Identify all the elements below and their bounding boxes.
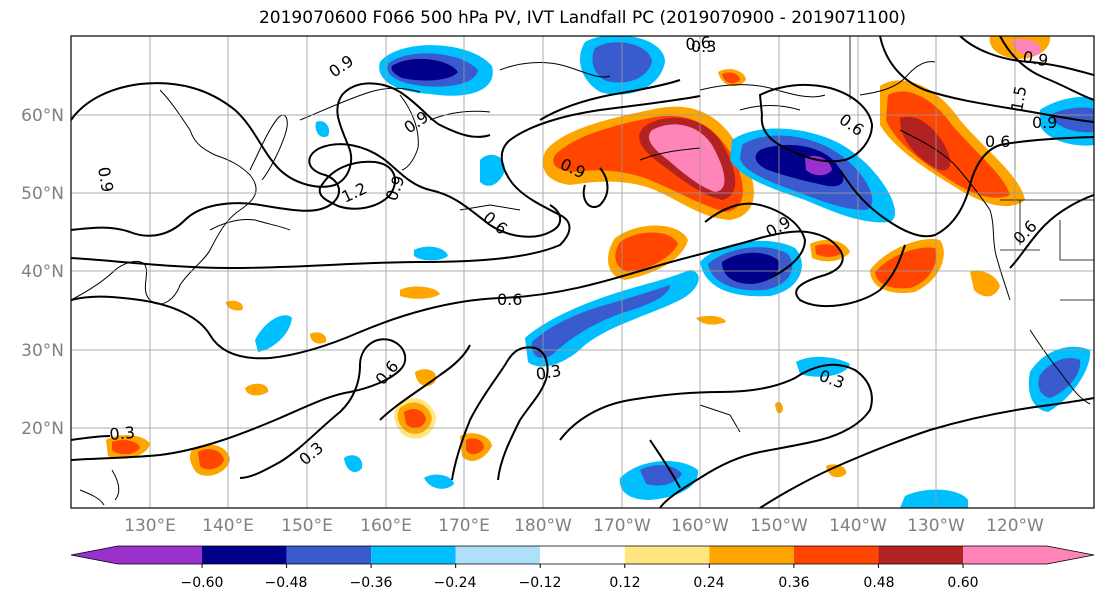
- contour-label: 0.3: [109, 423, 136, 444]
- colorbar-tick-label: −0.36: [350, 575, 393, 591]
- colorbar-tick-label: −0.60: [181, 575, 224, 591]
- lon-label: 130°W: [907, 516, 965, 536]
- lat-label: 30°N: [21, 341, 64, 361]
- ivt-contours: [71, 36, 1094, 508]
- contour-label: 0.6: [685, 33, 712, 54]
- lon-label: 150°E: [281, 516, 333, 536]
- contour-label: 0.9: [1032, 113, 1057, 132]
- colorbar-segment: [963, 546, 1094, 564]
- contour-label: 0.9: [1021, 47, 1049, 70]
- colorbar-tick-label: 0.24: [693, 575, 724, 591]
- longitude-labels: 130°E 140°E 150°E 160°E 170°E 180°W 170°…: [124, 516, 1044, 536]
- lon-label: 160°E: [360, 516, 412, 536]
- colorbar-segment: [202, 546, 287, 564]
- lon-label: 150°W: [750, 516, 808, 536]
- colorbar-segment: [540, 546, 625, 564]
- lat-label: 40°N: [21, 262, 64, 282]
- colorbar-tick-label: 0.60: [947, 575, 978, 591]
- lon-label: 120°W: [986, 516, 1044, 536]
- contour-label: 0.6: [985, 132, 1010, 151]
- contour-label: 1.5: [1007, 84, 1030, 112]
- lon-label: 130°E: [124, 516, 176, 536]
- contour-label: 0.3: [691, 37, 716, 56]
- plot-frame: [70, 35, 1095, 509]
- colorbar-outline: [70, 545, 1095, 565]
- colorbar-tick-label: 0.12: [609, 575, 640, 591]
- colorbar-tick-labels: −0.60 −0.48 −0.36 −0.24 −0.12 0.12 0.24 …: [181, 575, 979, 591]
- colorbar-segment: [878, 546, 963, 564]
- colorbar-segment: [286, 546, 372, 564]
- lat-label: 50°N: [21, 184, 64, 204]
- contour-label: 0.9: [94, 165, 117, 193]
- colorbar-segment: [455, 546, 541, 564]
- colorbar-segment: [71, 546, 202, 564]
- colorbar-segment: [371, 546, 456, 564]
- colorbar-segment: [709, 546, 794, 564]
- lon-label: 140°W: [829, 516, 887, 536]
- lon-label: 140°E: [202, 516, 254, 536]
- lon-label: 170°E: [438, 516, 490, 536]
- colorbar-segment: [793, 546, 879, 564]
- lon-label: 180°W: [514, 516, 572, 536]
- colorbar-tick-label: 0.36: [778, 575, 809, 591]
- lon-label: 160°W: [671, 516, 729, 536]
- lat-label: 60°N: [21, 106, 64, 126]
- colorbar: [70, 545, 1095, 568]
- coastlines: [71, 61, 1091, 506]
- pv-anomaly-shading: [106, 36, 1094, 508]
- colorbar-tick-label: −0.12: [519, 575, 562, 591]
- contour-label: 0.3: [534, 361, 562, 384]
- political-borders: [849, 36, 1094, 301]
- colorbar-tick-label: −0.48: [265, 575, 308, 591]
- colorbar-tick-label: 0.48: [863, 575, 894, 591]
- colorbar-tick-label: −0.24: [434, 575, 477, 591]
- map-title: 2019070600 F066 500 hPa PV, IVT Landfall…: [258, 8, 906, 28]
- contour-label: 0.6: [497, 290, 522, 309]
- latitude-labels: 60°N 50°N 40°N 30°N 20°N: [21, 106, 64, 439]
- lat-label: 20°N: [21, 419, 64, 439]
- lon-label: 170°W: [593, 516, 651, 536]
- colorbar-segment: [624, 546, 710, 564]
- graticule: [71, 36, 1094, 508]
